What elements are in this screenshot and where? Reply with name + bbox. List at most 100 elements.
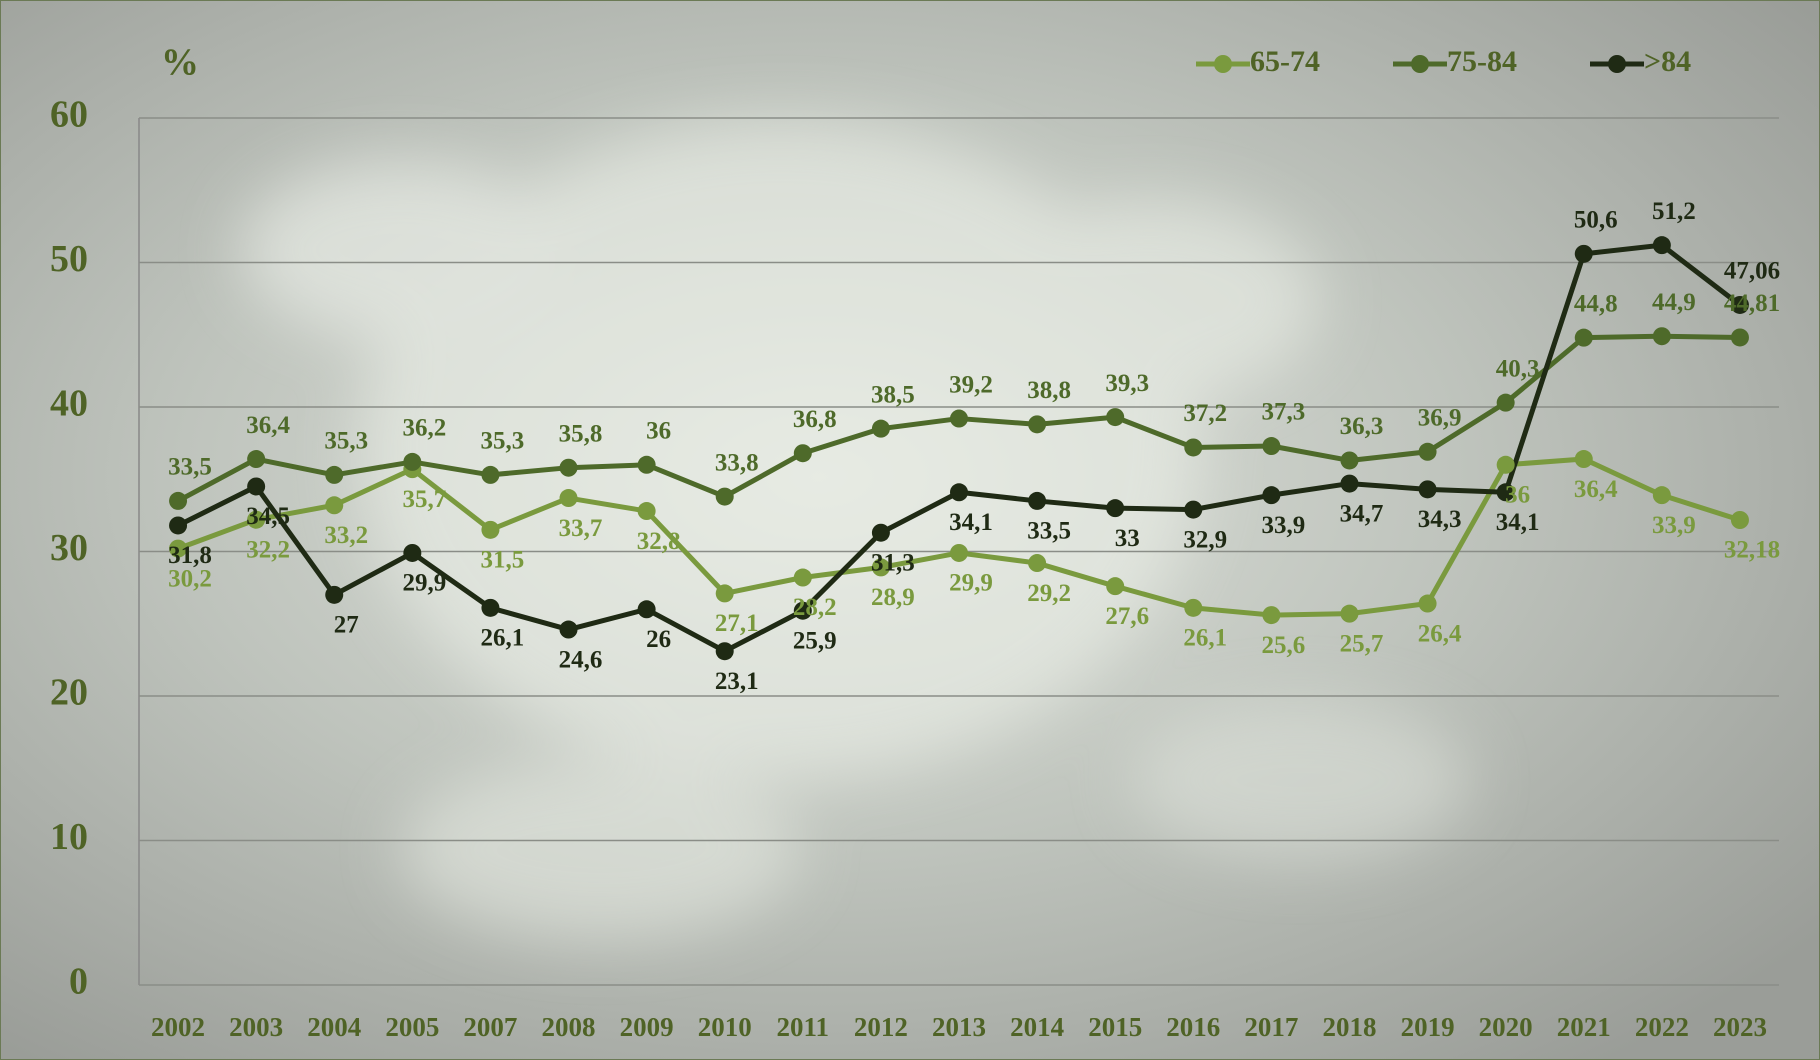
data-point [715, 584, 734, 603]
data-label: 24,6 [559, 646, 603, 673]
data-point [169, 539, 188, 558]
data-point [1340, 604, 1359, 623]
data-label: 36 [646, 418, 671, 445]
data-label: 32,2 [246, 536, 290, 563]
data-point [1574, 450, 1593, 469]
data-label: 25,9 [793, 627, 837, 654]
data-point [1496, 483, 1515, 502]
y-tick-label: 10 [50, 816, 88, 858]
data-point [1340, 474, 1359, 493]
x-tick-label: 2016 [1166, 1012, 1220, 1042]
data-label: 47,06 [1724, 258, 1780, 285]
data-point [247, 477, 266, 496]
data-label: 33,8 [715, 449, 759, 476]
data-label: 34,1 [1496, 509, 1540, 536]
data-point [1574, 328, 1593, 347]
data-label: 33,9 [1652, 512, 1696, 539]
data-label: 33,2 [324, 522, 368, 549]
data-point [1106, 499, 1125, 518]
legend-label: 75-84 [1447, 45, 1517, 78]
data-point [871, 419, 890, 438]
y-axis-label: % [161, 42, 199, 84]
x-tick-label: 2014 [1010, 1012, 1064, 1042]
data-label: 44,81 [1724, 290, 1780, 317]
data-point [871, 523, 890, 542]
data-label: 29,2 [1027, 580, 1071, 607]
data-label: 36,4 [1574, 476, 1618, 503]
data-point [950, 543, 968, 562]
data-label: 51,2 [1652, 198, 1696, 225]
data-point [1496, 393, 1515, 412]
data-label: 33,5 [168, 454, 212, 481]
data-point [1262, 437, 1281, 456]
data-label: 32,9 [1183, 526, 1227, 553]
x-tick-label: 2009 [620, 1012, 674, 1042]
data-label: 27,1 [715, 610, 759, 637]
data-point [715, 487, 734, 506]
y-tick-label: 40 [50, 383, 88, 425]
x-tick-label: 2017 [1244, 1012, 1298, 1042]
data-point [481, 520, 500, 539]
y-tick-label: 60 [50, 94, 88, 136]
data-point [1184, 438, 1203, 457]
data-label: 36,9 [1418, 405, 1462, 432]
data-label: 39,2 [949, 371, 993, 398]
x-tick-label: 2015 [1088, 1012, 1142, 1042]
data-point [1262, 486, 1281, 505]
data-point [1028, 554, 1047, 573]
data-label: 28,2 [793, 594, 837, 621]
data-point [1730, 328, 1749, 347]
legend-marker [1214, 55, 1232, 73]
data-label: 35,8 [559, 420, 603, 447]
data-label: 44,8 [1574, 290, 1618, 317]
data-point [325, 585, 344, 604]
data-point [559, 458, 578, 477]
data-point [559, 489, 578, 508]
data-point [325, 496, 344, 515]
data-point [403, 452, 422, 471]
data-point [1652, 327, 1671, 346]
data-point [950, 483, 968, 502]
data-label: 29,9 [949, 570, 993, 597]
x-tick-label: 2012 [854, 1012, 908, 1042]
data-point [950, 409, 968, 428]
data-label: 36,3 [1340, 413, 1384, 440]
data-label: 31,5 [481, 547, 525, 574]
y-tick-label: 30 [50, 527, 88, 569]
data-label: 33,9 [1262, 512, 1306, 539]
legend-label: >84 [1644, 45, 1691, 78]
data-label: 26,1 [481, 625, 525, 652]
data-point [325, 465, 344, 484]
y-tick-label: 50 [50, 238, 88, 280]
x-tick-label: 2002 [151, 1012, 205, 1042]
data-label: 23,1 [715, 668, 759, 695]
data-label: 25,7 [1340, 630, 1384, 657]
data-point [1340, 451, 1359, 470]
data-point [247, 510, 266, 529]
data-label: 36,2 [402, 415, 446, 442]
data-label: 33,7 [559, 515, 603, 542]
data-label: 36,8 [793, 406, 837, 433]
data-point [1418, 442, 1437, 461]
data-point [1106, 408, 1125, 427]
x-tick-label: 2013 [932, 1012, 986, 1042]
data-point [1028, 415, 1047, 434]
data-point [247, 450, 266, 469]
data-point [793, 444, 812, 463]
legend-label: 65-74 [1250, 45, 1320, 78]
x-tick-label: 2022 [1635, 1012, 1689, 1042]
data-label: 44,9 [1652, 289, 1696, 316]
data-label: 38,8 [1027, 377, 1071, 404]
data-label: 33,5 [1027, 518, 1071, 545]
data-point [1574, 244, 1593, 263]
data-label: 27,6 [1105, 603, 1149, 630]
x-tick-label: 2020 [1479, 1012, 1533, 1042]
y-tick-label: 20 [50, 672, 88, 714]
data-label: 32,18 [1724, 537, 1780, 564]
data-label: 37,3 [1262, 399, 1306, 426]
data-label: 35,7 [402, 486, 446, 513]
data-label: 31,8 [168, 542, 212, 569]
data-point [481, 465, 500, 484]
data-point [793, 601, 812, 620]
